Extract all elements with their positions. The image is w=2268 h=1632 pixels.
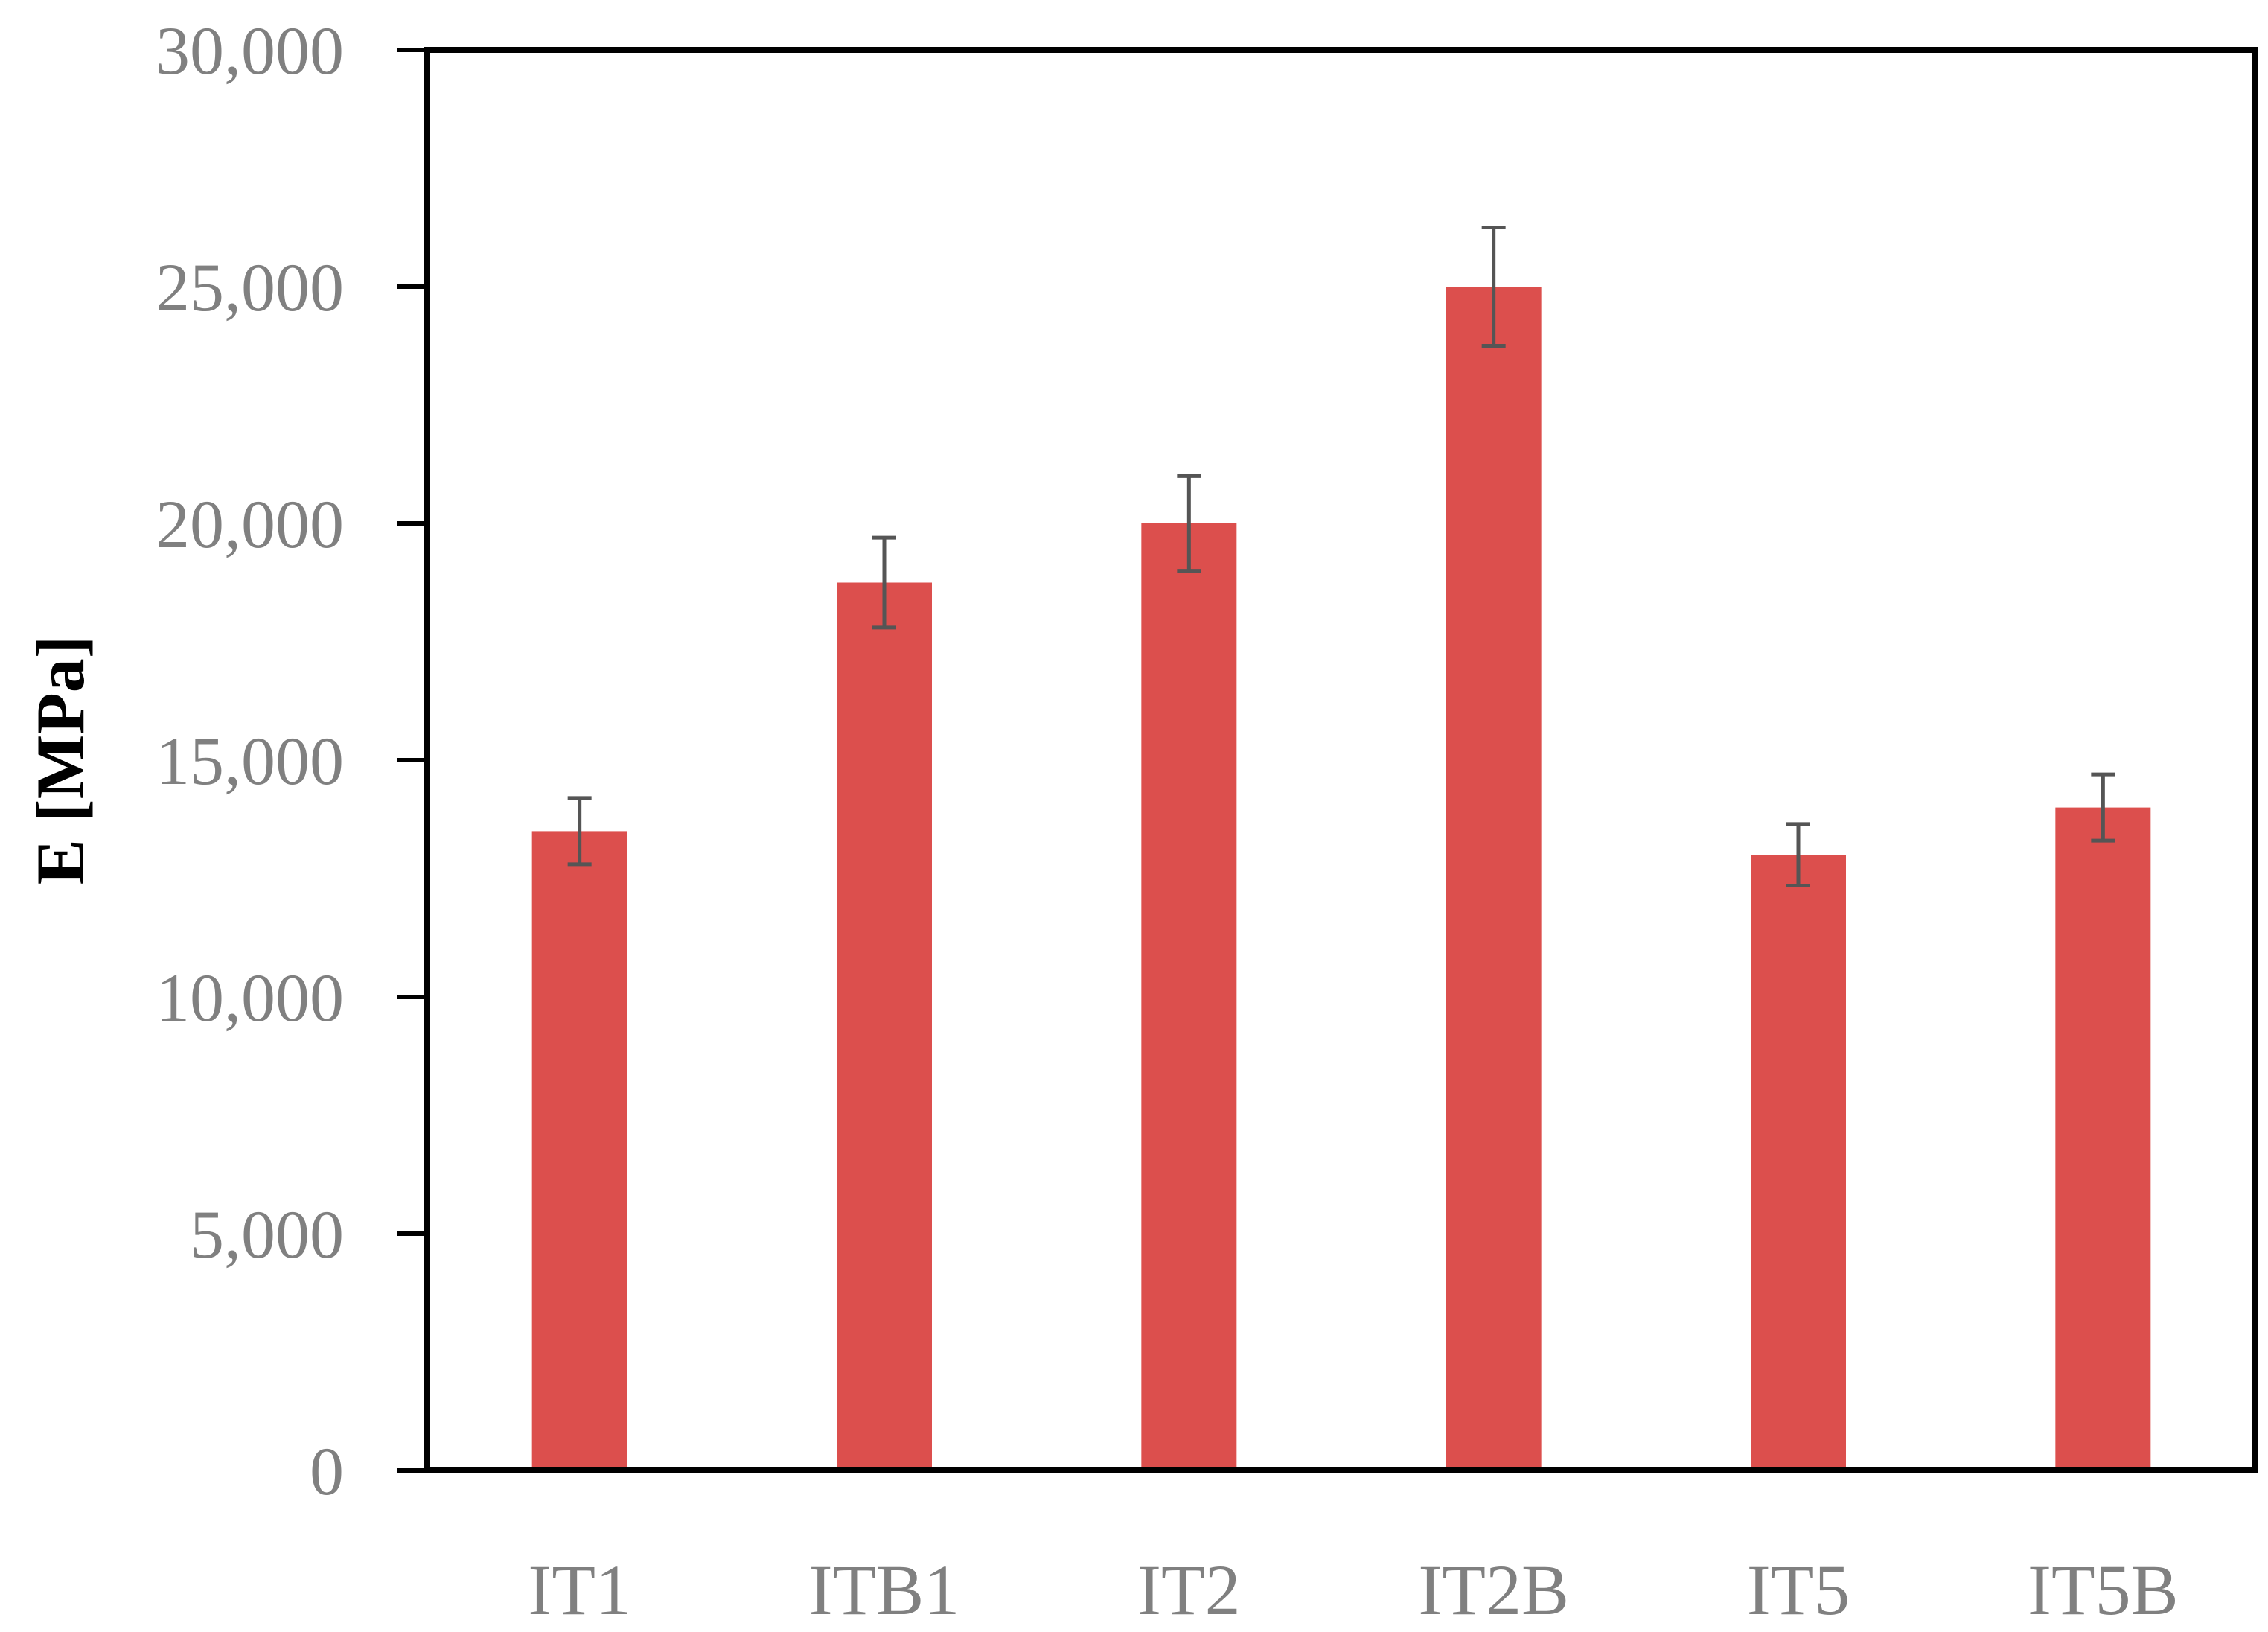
error-bars-layer [567, 226, 2115, 888]
plot-frame [424, 47, 2258, 1473]
y-axis: 0 5,000 10,000 15,000 20,000 25,000 30,000 [156, 13, 427, 1509]
bar-it2b [1446, 287, 1542, 1470]
x-category-label: IT2B [1418, 1550, 1569, 1630]
y-tick-label: 5,000 [190, 1196, 344, 1272]
bar-itb1 [837, 582, 932, 1470]
y-tick-label: 25,000 [156, 249, 344, 325]
x-category-label: IT1 [528, 1550, 631, 1630]
y-tick-label: 15,000 [156, 723, 344, 799]
x-axis: IT1 ITB1 IT2 IT2B IT5 IT5B [528, 1550, 2178, 1630]
bar-it1 [531, 831, 627, 1470]
y-tick-label: 0 [310, 1433, 344, 1509]
bar-it5 [1751, 855, 1846, 1470]
x-category-label: IT5 [1747, 1550, 1850, 1630]
y-tick-label: 30,000 [156, 13, 344, 89]
bars-layer [531, 287, 2151, 1470]
y-axis-title: E [MPa] [22, 636, 98, 885]
x-category-label: IT2 [1137, 1550, 1241, 1630]
bar-it2 [1141, 523, 1237, 1470]
bar-it5b [2055, 807, 2151, 1470]
x-category-label: ITB1 [809, 1550, 960, 1630]
x-category-label: IT5B [2028, 1550, 2179, 1630]
y-tick-label: 10,000 [156, 960, 344, 1036]
y-tick-label: 20,000 [156, 486, 344, 562]
